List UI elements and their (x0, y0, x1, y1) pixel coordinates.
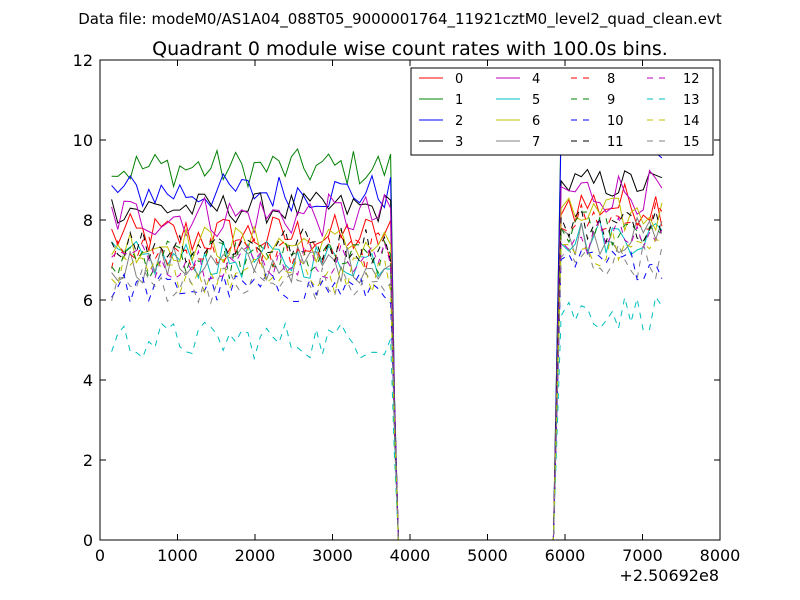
legend-label-14: 14 (683, 114, 700, 129)
legend-label-8: 8 (607, 72, 615, 87)
y-tick-label: 8 (83, 211, 93, 230)
x-tick-label: 7000 (622, 546, 663, 565)
y-tick-label: 0 (83, 531, 93, 550)
series-line-12 (111, 216, 663, 541)
x-tick-label: 2000 (235, 546, 276, 565)
x-tick-label: 0 (95, 546, 105, 565)
x-tick-label: 1000 (157, 546, 198, 565)
series-line-13 (111, 295, 663, 541)
series-line-7 (111, 216, 663, 541)
series-line-0 (111, 182, 663, 541)
series-line-4 (111, 169, 663, 541)
legend-label-3: 3 (455, 135, 463, 150)
chart-supertitle: Data file: modeM0/AS1A04_088T05_90000017… (78, 10, 722, 29)
legend-label-1: 1 (455, 93, 463, 108)
series-line-9 (111, 211, 663, 541)
y-tick-label: 10 (73, 131, 93, 150)
legend-label-0: 0 (455, 72, 463, 87)
x-tick-label: 6000 (545, 546, 586, 565)
x-tick-label: 8000 (700, 546, 741, 565)
legend-label-7: 7 (532, 135, 540, 150)
y-tick-label: 6 (83, 291, 93, 310)
y-tick-label: 2 (83, 451, 93, 470)
legend-label-11: 11 (607, 135, 624, 150)
legend-label-9: 9 (607, 93, 615, 108)
legend-label-5: 5 (532, 93, 540, 108)
legend-label-15: 15 (683, 135, 700, 150)
x-offset-label: +2.50692e8 (619, 566, 719, 585)
legend-label-13: 13 (683, 93, 700, 108)
legend-label-10: 10 (607, 114, 624, 129)
y-tick-label: 12 (73, 51, 93, 70)
ticks-layer: 0 1000 2000 3000 4000 5000 6000 7000 80000246810… (73, 51, 741, 565)
chart-title: Quadrant 0 module wise count rates with … (152, 38, 668, 60)
series-line-10 (111, 250, 663, 541)
legend-label-2: 2 (455, 114, 463, 129)
legend-label-6: 6 (532, 114, 540, 129)
series-line-11 (111, 207, 663, 541)
x-tick-label: 3000 (312, 546, 353, 565)
x-tick-label: 4000 (390, 546, 431, 565)
x-tick-label: 5000 (467, 546, 508, 565)
series-line-3 (111, 168, 663, 541)
legend-label-12: 12 (683, 72, 700, 87)
legend-label-4: 4 (532, 72, 540, 87)
series-line-14 (111, 229, 663, 541)
y-tick-label: 4 (83, 371, 93, 390)
series-layer (111, 107, 663, 541)
